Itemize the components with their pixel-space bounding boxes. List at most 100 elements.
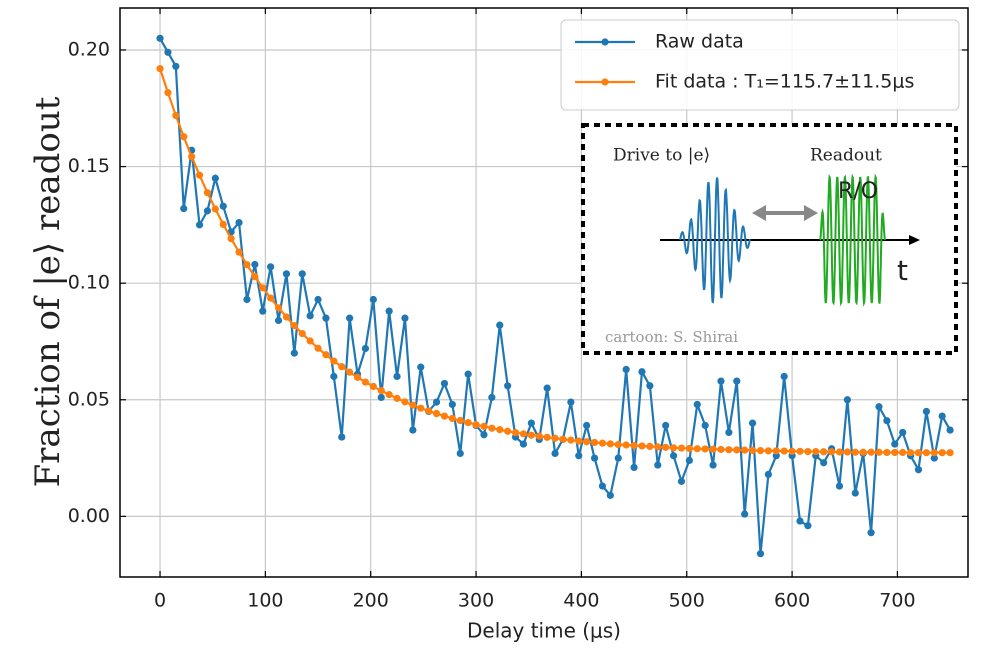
data-point	[156, 34, 164, 42]
y-tick-label: 0.20	[68, 38, 110, 60]
data-point	[543, 433, 551, 441]
x-tick-label: 700	[879, 590, 915, 612]
data-point	[464, 419, 472, 427]
data-point	[875, 403, 883, 411]
data-point	[393, 394, 401, 402]
data-point	[843, 448, 851, 456]
credit: cartoon: S. Shirai	[605, 328, 738, 346]
data-point	[440, 412, 449, 420]
data-point	[717, 445, 725, 454]
data-point	[764, 470, 772, 478]
data-point	[883, 448, 891, 457]
data-point	[646, 442, 654, 451]
data-point	[662, 421, 670, 430]
data-point	[298, 270, 306, 278]
data-point	[725, 428, 733, 437]
data-point	[812, 447, 820, 456]
data-point	[835, 482, 844, 490]
data-point	[654, 461, 662, 469]
data-point	[804, 447, 812, 456]
data-point	[741, 446, 749, 454]
data-point	[290, 349, 298, 357]
data-point	[353, 373, 362, 381]
data-point	[219, 202, 227, 210]
data-point	[946, 449, 954, 457]
data-point	[235, 248, 243, 256]
data-point	[559, 435, 567, 443]
data-point	[669, 444, 678, 452]
data-point	[322, 351, 330, 359]
data-point	[425, 407, 433, 415]
data-point	[733, 377, 741, 385]
data-point	[551, 434, 559, 442]
data-point	[535, 432, 543, 440]
data-point	[219, 220, 227, 229]
data-point	[195, 171, 204, 179]
data-point	[701, 445, 709, 453]
data-point	[164, 89, 172, 97]
data-point	[338, 363, 346, 371]
data-point	[622, 365, 630, 374]
data-point	[259, 307, 267, 315]
legend: Raw data Fit data : T₁=115.7±11.5μs	[560, 19, 960, 111]
data-point	[195, 221, 204, 229]
data-point	[282, 270, 291, 278]
data-point	[346, 314, 354, 322]
data-point	[361, 378, 370, 386]
x-tick-label: 100	[247, 590, 283, 612]
data-point	[867, 448, 875, 456]
data-point	[662, 443, 670, 451]
data-point	[464, 370, 472, 378]
data-point	[851, 489, 859, 497]
data-point	[733, 446, 741, 454]
data-point	[914, 449, 923, 457]
data-point	[551, 449, 559, 458]
readout-label: Readout	[810, 146, 882, 166]
data-point	[338, 433, 346, 441]
data-point	[385, 391, 393, 399]
data-point	[346, 368, 354, 376]
data-point	[314, 344, 322, 352]
data-point	[922, 407, 930, 416]
data-point	[590, 454, 599, 462]
data-point	[496, 426, 504, 434]
data-point	[480, 422, 488, 430]
data-point	[543, 384, 551, 392]
data-point	[709, 445, 717, 453]
data-point	[748, 419, 757, 427]
x-tick-label: 300	[458, 590, 494, 612]
legend-marker	[601, 38, 609, 46]
data-point	[583, 438, 591, 446]
data-point	[796, 447, 804, 455]
data-point	[575, 452, 583, 460]
data-point	[843, 396, 851, 404]
data-point	[519, 430, 528, 438]
time-arrow	[909, 235, 920, 245]
data-point	[488, 424, 496, 432]
data-point	[899, 448, 907, 457]
data-point	[685, 456, 693, 465]
drive-label: Drive to |e⟩	[613, 146, 710, 166]
data-point	[630, 441, 638, 450]
data-point	[796, 517, 804, 525]
legend-label: Raw data	[655, 31, 744, 53]
data-point	[693, 400, 701, 409]
data-point	[725, 446, 733, 454]
data-point	[764, 447, 772, 455]
data-point	[448, 400, 456, 409]
data-point	[306, 312, 314, 320]
data-point	[480, 431, 488, 439]
y-axis-label: Fraction of |e⟩ readout	[28, 96, 68, 487]
data-point	[456, 416, 464, 425]
ro-label: R/O	[838, 179, 878, 204]
data-point	[409, 426, 417, 434]
data-point	[772, 447, 780, 455]
data-point	[891, 448, 899, 457]
data-point	[227, 235, 235, 243]
data-point	[859, 448, 867, 456]
data-point	[369, 295, 377, 304]
data-point	[211, 174, 219, 182]
data-point	[488, 393, 496, 402]
legend-box	[560, 19, 960, 111]
data-point	[472, 421, 480, 429]
